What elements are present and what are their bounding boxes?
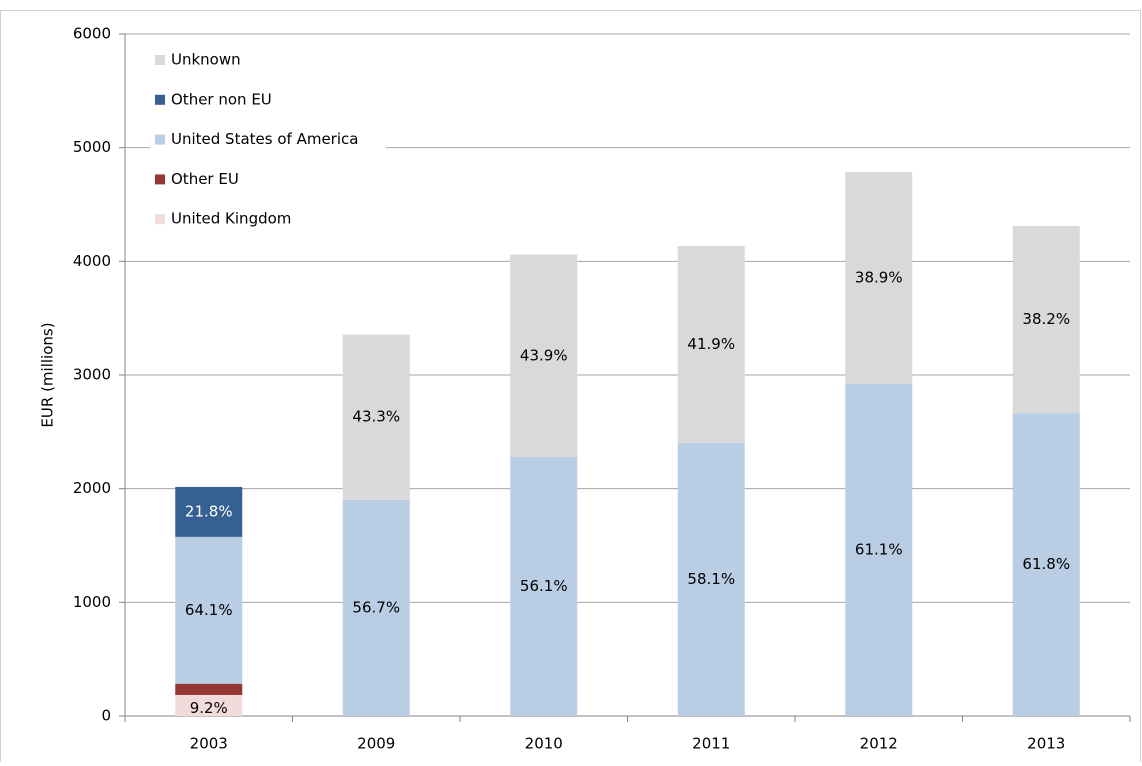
legend-background xyxy=(150,44,386,234)
bar-segment xyxy=(342,334,410,500)
y-axis-label: EUR (millions) xyxy=(39,322,57,427)
x-tick-label: 2011 xyxy=(692,735,730,753)
x-tick-label: 2009 xyxy=(357,735,395,753)
x-tick-label: 2010 xyxy=(525,735,563,753)
segment-label: 21.8% xyxy=(185,502,233,520)
bar-segment xyxy=(1012,225,1080,414)
x-tick-label: 2013 xyxy=(1027,735,1065,753)
bar-segment xyxy=(677,245,745,443)
bar-segment xyxy=(677,442,745,716)
segment-label: 64.1% xyxy=(185,601,233,619)
legend-swatch xyxy=(155,55,165,65)
segment-label: 38.9% xyxy=(855,268,903,286)
segment-label: 9.2% xyxy=(190,699,228,717)
y-tick-label: 4000 xyxy=(73,252,111,270)
legend-swatch xyxy=(155,174,165,185)
y-tick-label: 0 xyxy=(101,707,111,725)
bar-segment xyxy=(175,486,243,537)
bar-segment xyxy=(175,694,243,716)
y-tick-label: 6000 xyxy=(73,25,111,43)
segment-label: 56.7% xyxy=(352,598,400,616)
bar-segment xyxy=(1012,413,1080,716)
chart-border xyxy=(0,10,1141,766)
legend-label: Other EU xyxy=(171,170,239,188)
legend-label: Unknown xyxy=(171,51,241,69)
x-tick-label: 2012 xyxy=(860,735,898,753)
y-tick-label: 5000 xyxy=(73,138,111,156)
bar-segment xyxy=(342,499,410,716)
segment-label: 61.8% xyxy=(1022,555,1070,573)
segment-label: 43.9% xyxy=(520,346,568,364)
segment-label: 56.1% xyxy=(520,577,568,595)
legend-swatch xyxy=(155,94,165,105)
bar-segment xyxy=(845,383,913,716)
segment-label: 38.2% xyxy=(1022,310,1070,328)
bar-segment xyxy=(175,536,243,684)
legend-swatch xyxy=(155,134,165,145)
bar-segment xyxy=(175,683,243,695)
y-tick-label: 2000 xyxy=(73,479,111,497)
y-tick-label: 3000 xyxy=(73,366,111,384)
segment-label: 41.9% xyxy=(687,335,735,353)
y-tick-label: 1000 xyxy=(73,593,111,611)
bar-segment xyxy=(510,457,578,716)
legend-label: Other non EU xyxy=(171,90,272,108)
legend-swatch xyxy=(155,214,165,225)
bar-segment xyxy=(845,171,913,384)
x-tick-label: 2003 xyxy=(190,735,228,753)
segment-label: 58.1% xyxy=(687,570,735,588)
legend-label: United Kingdom xyxy=(171,210,291,228)
bar-segment xyxy=(510,254,578,458)
legend-label: United States of America xyxy=(171,130,358,148)
segment-label: 43.3% xyxy=(352,408,400,426)
segment-label: 61.1% xyxy=(855,540,903,558)
